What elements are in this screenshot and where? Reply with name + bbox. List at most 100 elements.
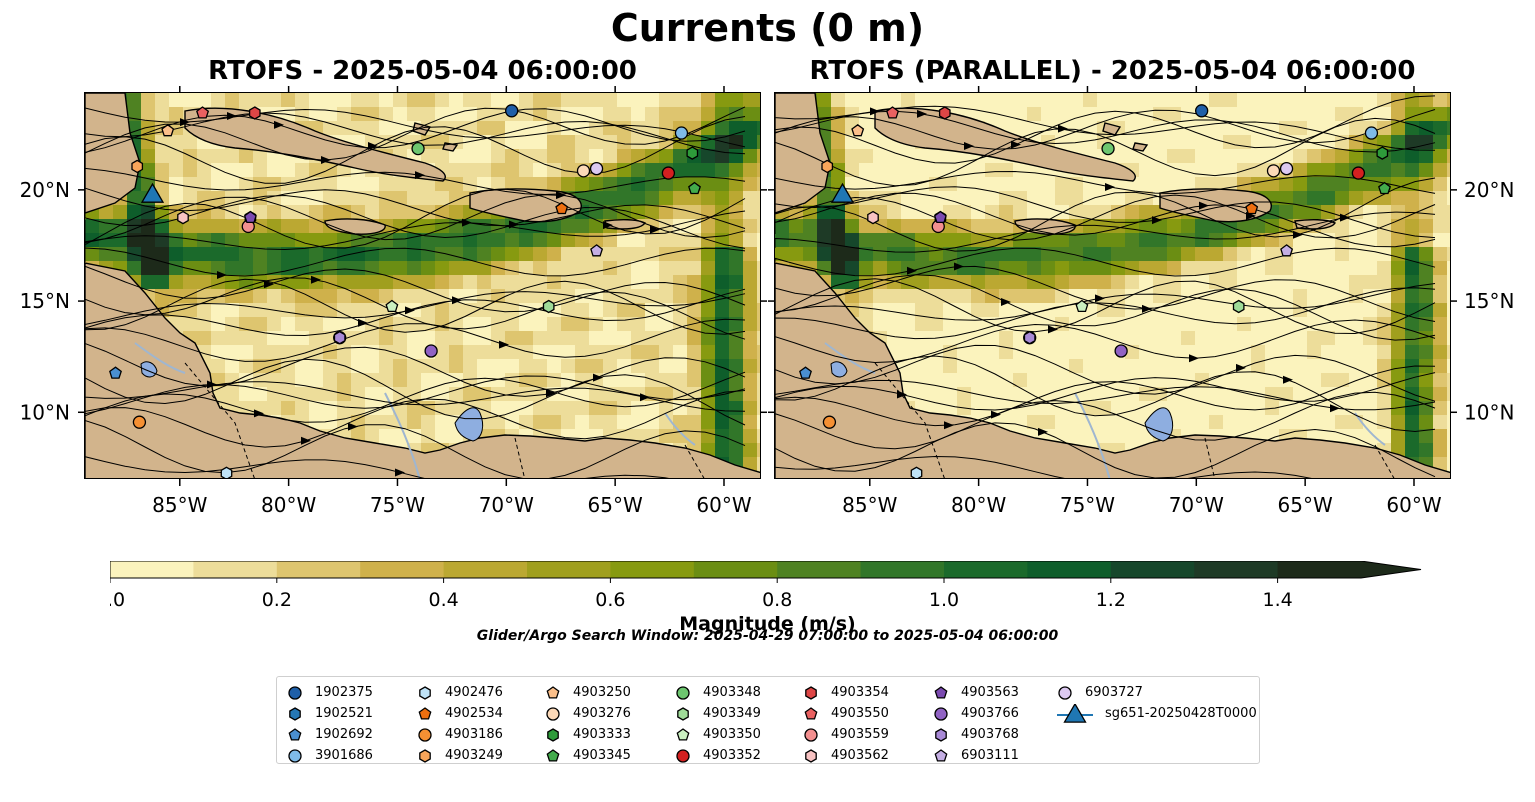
marker-shape — [676, 727, 690, 741]
streamline-arrow — [1095, 294, 1105, 303]
streamline-arrow — [603, 221, 613, 230]
streamline-arrow — [1038, 427, 1048, 436]
marker-shape — [805, 685, 817, 700]
streamline-arrow — [368, 142, 378, 151]
pentagon-marker-icon — [418, 706, 432, 720]
float-marker — [1232, 299, 1245, 314]
streamline-arrow — [897, 390, 907, 399]
panel-title-right: RTOFS (PARALLEL) - 2025-05-04 06:00:00 — [809, 56, 1416, 86]
streamline — [775, 170, 1436, 195]
legend-item: 4903768 — [931, 724, 1019, 745]
streamline-arrow — [1001, 298, 1011, 307]
lat-tick-label-right: 20°N — [1464, 178, 1514, 202]
pentagon-marker-icon — [676, 727, 690, 741]
legend-label: 4903276 — [573, 706, 631, 721]
streamline-arrow — [954, 262, 964, 271]
circle-marker-icon — [1058, 685, 1072, 700]
colorbar-tick-label: 0.0 — [110, 589, 125, 611]
float-marker — [1364, 126, 1379, 140]
streamline-arrow — [207, 380, 217, 389]
streamline — [85, 318, 746, 362]
legend-label: 4903349 — [703, 706, 761, 721]
legend-item: 4903562 — [801, 745, 889, 766]
float-marker — [1101, 141, 1115, 156]
pentagon-marker-icon — [804, 706, 818, 720]
marker-shape — [676, 748, 690, 763]
legend-item: 4903352 — [673, 745, 761, 766]
marker-shape — [288, 727, 302, 741]
legend-item: 4903563 — [931, 682, 1019, 703]
lon-tick-label: 60°W — [696, 493, 751, 517]
colorbar-segment — [777, 561, 862, 578]
lon-tick-label: 65°W — [1278, 493, 1333, 517]
streamline-arrow — [1011, 140, 1021, 149]
marker-shape — [419, 685, 431, 700]
streamline — [775, 194, 1436, 241]
lake — [830, 361, 848, 378]
streamline-arrow — [1340, 213, 1350, 222]
streamline — [85, 210, 746, 251]
legend-column: 4902476 4902534 4903186 4903249 — [415, 682, 503, 766]
legend-label: 1902375 — [315, 685, 373, 700]
streamline — [85, 194, 746, 243]
figure-title: Currents (0 m) — [610, 6, 925, 50]
streamline-arrow — [546, 389, 556, 398]
marker-shape — [934, 706, 948, 721]
streamline-arrow — [264, 280, 274, 289]
lon-tick-label: 80°W — [951, 493, 1006, 517]
float-marker — [248, 106, 261, 120]
marker-shape — [288, 748, 302, 763]
marker-shape — [546, 685, 560, 699]
streamline — [775, 274, 1436, 341]
streamline — [85, 358, 746, 426]
marker-shape — [289, 706, 301, 721]
lon-tick-label: 70°W — [479, 493, 534, 517]
marker-shape — [546, 706, 560, 721]
streamline — [775, 391, 1436, 450]
streamline — [85, 456, 670, 478]
river — [134, 342, 186, 374]
triangle-marker-icon — [1057, 703, 1093, 723]
map-canvas — [85, 93, 760, 478]
streamline — [85, 371, 746, 423]
circle-marker-icon — [676, 748, 690, 763]
legend-column: 4903354 4903550 4903559 4903562 — [801, 682, 889, 766]
lat-tick-label-right: 15°N — [1464, 289, 1514, 313]
streamline — [775, 379, 1436, 411]
float-marker — [1376, 146, 1389, 160]
streamline-arrow — [1236, 363, 1246, 372]
marker-shape — [804, 706, 818, 720]
legend-label: 4903562 — [831, 748, 889, 763]
legend-label: 4903354 — [831, 685, 889, 700]
marker-shape — [934, 748, 948, 762]
colorbar-segment — [860, 561, 945, 578]
lat-tick-label-left: 20°N — [20, 178, 70, 202]
streamline-arrow — [1105, 182, 1115, 191]
streamline-arrow — [405, 306, 415, 315]
legend-item: 4903559 — [801, 724, 889, 745]
streamline — [775, 110, 1436, 153]
streamline — [85, 188, 746, 249]
legend-label: 4903249 — [445, 748, 503, 763]
streamline — [85, 167, 746, 196]
streamline-arrow — [1058, 124, 1068, 133]
colorbar-segment — [1027, 561, 1112, 578]
streamline-arrow — [944, 421, 954, 430]
float-marker — [674, 126, 689, 140]
legend-item: 4903766 — [931, 703, 1019, 724]
marker-shape — [419, 748, 431, 763]
colorbar-segment — [110, 561, 194, 578]
streamline — [85, 116, 746, 184]
float-marker — [1351, 166, 1366, 180]
float-marker — [505, 104, 519, 118]
streamlines — [775, 95, 1436, 478]
float-marker — [1378, 181, 1391, 195]
legend-label: 6903727 — [1085, 685, 1143, 700]
land-mask — [85, 93, 760, 478]
lake — [454, 407, 484, 442]
legend-item: 1902375 — [285, 682, 373, 703]
float-marker — [243, 210, 257, 224]
legend-label: 4903348 — [703, 685, 761, 700]
marker-shape — [546, 748, 560, 762]
